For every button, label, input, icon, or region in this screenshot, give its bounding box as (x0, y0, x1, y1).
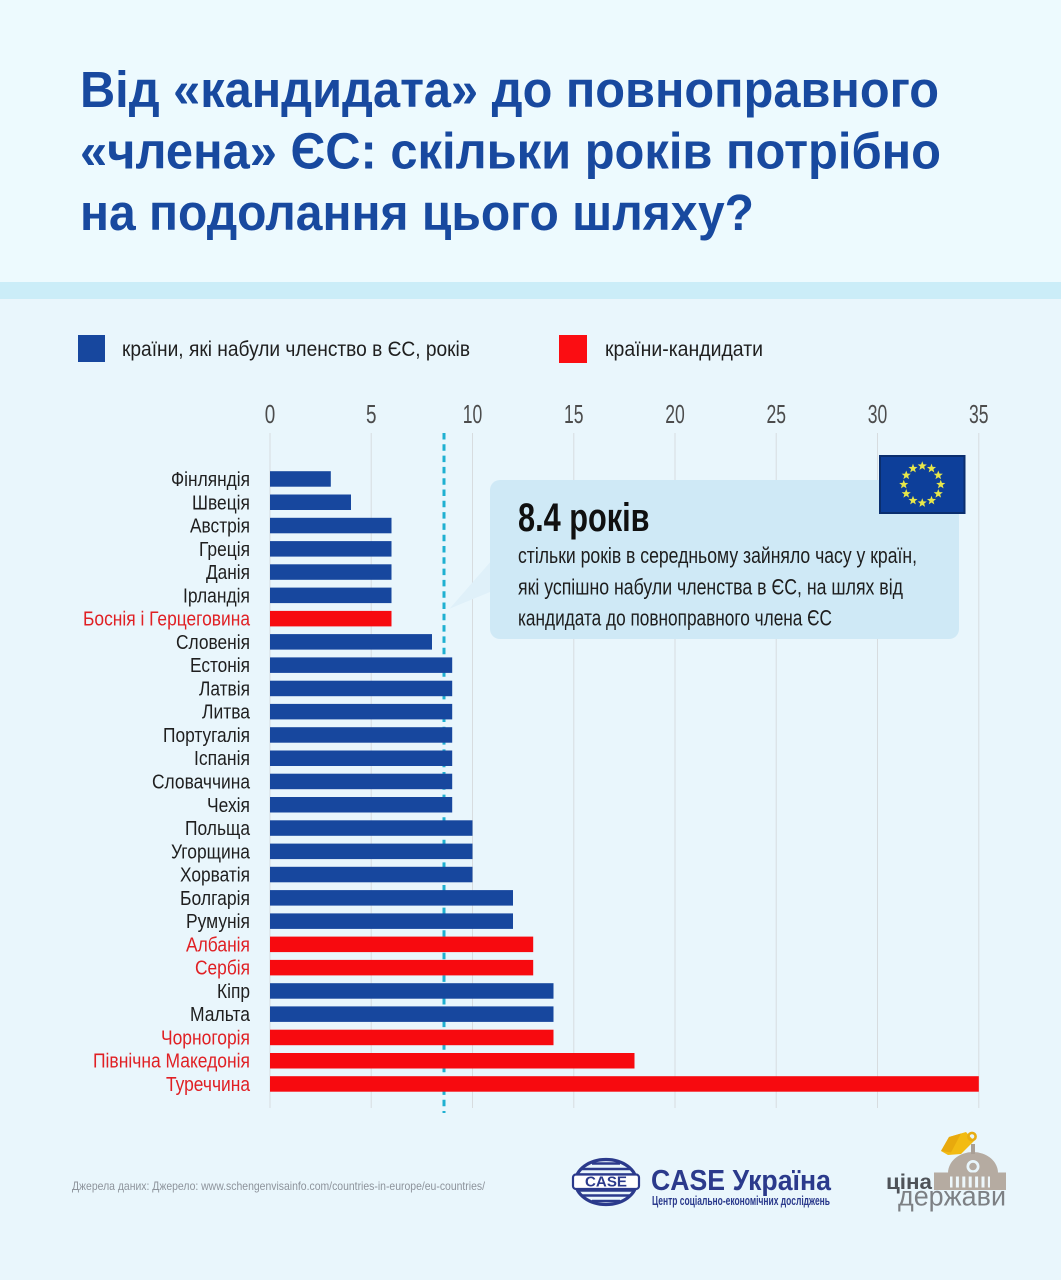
svg-text:20: 20 (665, 399, 685, 429)
svg-text:Боснія і Герцеговина: Боснія і Герцеговина (83, 609, 251, 631)
svg-text:Джерела даних: Джерело: www.sc: Джерела даних: Джерело: www.schengenvisa… (72, 1179, 486, 1193)
svg-text:Естонія: Естонія (190, 655, 250, 677)
svg-text:15: 15 (564, 399, 584, 429)
svg-text:Латвія: Латвія (199, 678, 250, 700)
svg-text:«члена» ЄС: скільки років потр: «члена» ЄС: скільки років потрібно (80, 123, 941, 180)
svg-text:ціна: ціна (886, 1171, 932, 1194)
svg-text:30: 30 (868, 399, 888, 429)
svg-text:Португалія: Португалія (163, 725, 250, 747)
svg-text:Чорногорія: Чорногорія (161, 1028, 250, 1050)
svg-text:Австрія: Австрія (190, 516, 250, 538)
svg-text:Фінляндія: Фінляндія (171, 469, 250, 491)
svg-text:Швеція: Швеція (192, 492, 250, 514)
svg-text:Чехія: Чехія (207, 795, 250, 817)
svg-text:Словаччина: Словаччина (152, 772, 251, 794)
svg-text:на подолання цього шляху?: на подолання цього шляху? (80, 184, 754, 241)
svg-text:кандидата до повноправного чле: кандидата до повноправного члена ЄС (518, 606, 832, 631)
svg-text:Угорщина: Угорщина (171, 841, 251, 863)
svg-text:Албанія: Албанія (186, 934, 250, 956)
svg-text:Північна Македонія: Північна Македонія (93, 1051, 250, 1073)
svg-text:Словенія: Словенія (176, 632, 250, 654)
svg-text:CASE Україна: CASE Україна (651, 1165, 832, 1197)
svg-text:Болгарія: Болгарія (180, 888, 250, 910)
svg-text:CASE: CASE (585, 1175, 627, 1191)
svg-text:які успішно набули членства в: які успішно набули членства в ЄС, на шля… (518, 574, 903, 599)
svg-text:35: 35 (969, 399, 989, 429)
svg-text:25: 25 (766, 399, 786, 429)
svg-text:10: 10 (463, 399, 483, 429)
svg-text:8.4 років: 8.4 років (518, 496, 650, 540)
svg-text:Мальта: Мальта (190, 1004, 251, 1026)
svg-text:Туреччина: Туреччина (166, 1074, 251, 1096)
svg-text:Литва: Литва (202, 702, 251, 724)
svg-text:0: 0 (265, 399, 276, 429)
svg-text:Ірландія: Ірландія (183, 585, 250, 607)
svg-text:Польща: Польща (185, 818, 251, 840)
svg-text:Центр соціально-економічних до: Центр соціально-економічних досліджень (652, 1194, 830, 1208)
svg-text:країни, які набули членство в: країни, які набули членство в ЄС, років (122, 338, 470, 361)
svg-text:країни-кандидати: країни-кандидати (605, 338, 763, 361)
svg-text:Хорватія: Хорватія (180, 865, 250, 887)
svg-text:держави: держави (898, 1181, 1006, 1212)
svg-text:Греція: Греція (199, 539, 250, 561)
svg-text:Сербія: Сербія (195, 958, 250, 980)
svg-text:Кіпр: Кіпр (217, 981, 250, 1003)
svg-text:Від «кандидата» до повноправно: Від «кандидата» до повноправного (80, 61, 939, 118)
svg-text:5: 5 (366, 399, 377, 429)
svg-text:Іспанія: Іспанія (194, 748, 250, 770)
svg-text:стільки років в середньому зай: стільки років в середньому зайняло часу … (518, 543, 917, 568)
svg-text:Румунія: Румунія (186, 911, 250, 933)
svg-text:Данія: Данія (206, 562, 250, 584)
